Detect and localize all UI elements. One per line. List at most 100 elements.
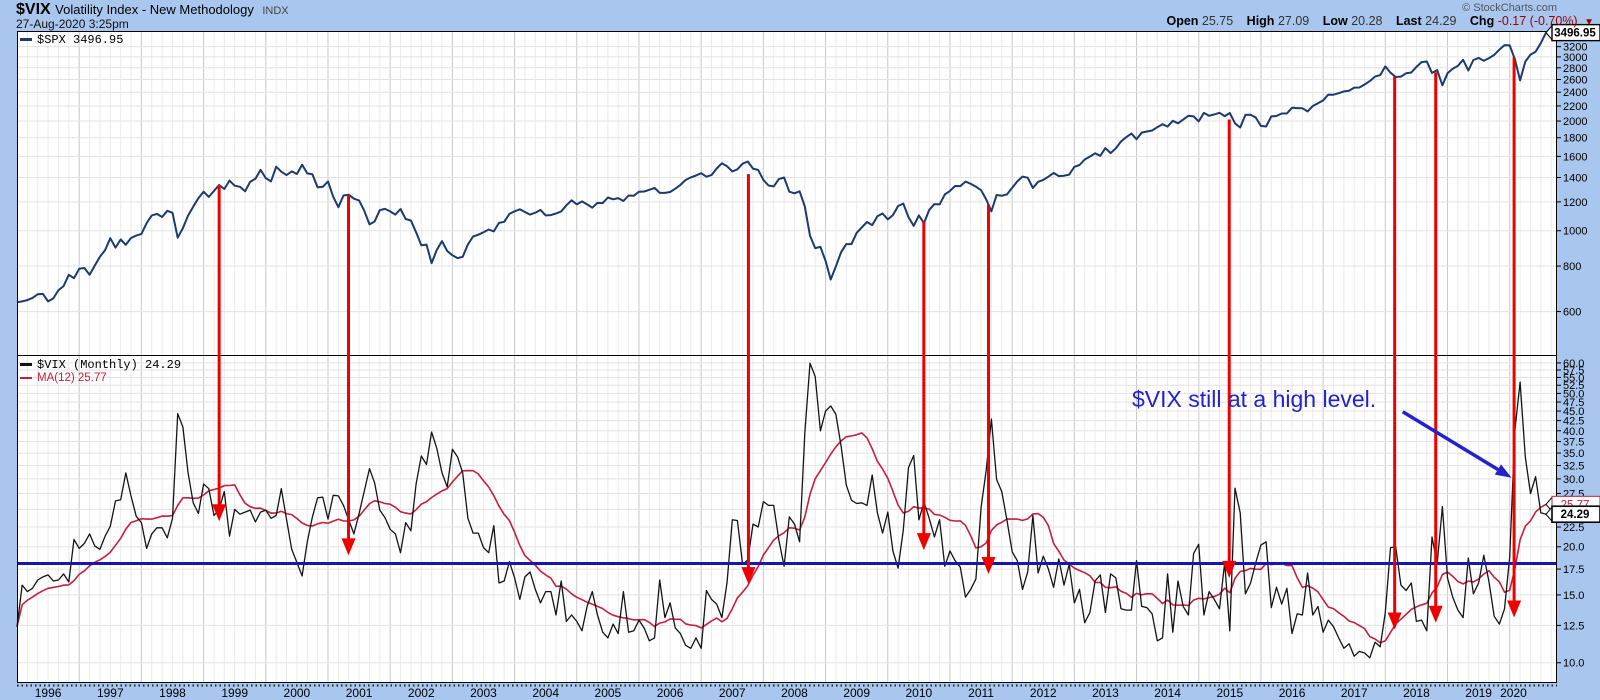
x-axis-year-label: 2011 xyxy=(968,686,994,700)
red-arrowhead xyxy=(341,538,356,556)
vix-axis-tick-label: 40.0 xyxy=(1563,426,1584,438)
vix-last-price-box: 24.29 xyxy=(1561,509,1590,521)
vix-axis-tick-label: 57.5 xyxy=(1563,365,1584,377)
symbol-label: $VIX xyxy=(16,1,51,18)
x-axis-year-label: 1996 xyxy=(35,686,62,700)
x-axis-year-label: 1999 xyxy=(221,686,248,700)
red-arrowhead xyxy=(1428,605,1443,623)
x-axis-year-label: 2001 xyxy=(346,686,373,700)
down-triangle-icon: ▼ xyxy=(1584,17,1594,28)
x-axis-year-label: 2020 xyxy=(1500,686,1527,700)
vix-axis-tick-label: 17.5 xyxy=(1563,564,1584,576)
vix-axis-tick-label: 50.0 xyxy=(1563,388,1584,400)
spx-legend-label: $SPX 3496.95 xyxy=(37,32,124,47)
vix-axis-tick-label: 15.0 xyxy=(1563,590,1584,602)
spx-line-swatch-icon xyxy=(20,38,32,41)
x-axis-year-label: 2015 xyxy=(1216,686,1243,700)
open-label: Open xyxy=(1166,14,1199,28)
vix-last-price-box-notch xyxy=(1545,506,1553,522)
annotation-arrowhead xyxy=(1494,464,1512,478)
vix-axis-tick-label: 60.0 xyxy=(1563,358,1584,370)
x-axis-year-label: 2019 xyxy=(1465,686,1492,700)
red-arrowhead xyxy=(1387,612,1402,630)
spx-axis-tick-label: 1400 xyxy=(1563,172,1587,184)
low-value: 20.28 xyxy=(1351,14,1383,28)
red-arrowhead xyxy=(741,567,756,585)
vix-axis-tick-label: 37.5 xyxy=(1563,437,1584,449)
x-axis-year-label: 1998 xyxy=(159,686,186,700)
x-axis-year-label: 2003 xyxy=(470,686,497,700)
red-arrowhead xyxy=(916,533,931,551)
spx-axis-tick-label: 2000 xyxy=(1563,116,1587,128)
last-value: 24.29 xyxy=(1425,14,1457,28)
spx-axis-tick-label: 600 xyxy=(1563,307,1581,319)
low-label: Low xyxy=(1322,14,1348,28)
x-axis-year-label: 2009 xyxy=(843,686,870,700)
last-label: Last xyxy=(1395,14,1422,28)
x-axis-year-label: 2007 xyxy=(719,686,746,700)
chart-title: $VIX Volatility Index - New Methodology … xyxy=(16,1,289,19)
ma-line-swatch-icon xyxy=(20,376,32,379)
x-axis-year-label: 2004 xyxy=(532,686,559,700)
vix-axis-tick-label: 10.0 xyxy=(1563,658,1584,670)
vix-legend-label: $VIX (Monthly) 24.29 xyxy=(37,357,182,372)
vix-ma12-line xyxy=(16,432,1547,644)
x-axis-year-label: 1997 xyxy=(97,686,124,700)
x-axis-year-label: 2012 xyxy=(1030,686,1057,700)
chg-label: Chg xyxy=(1469,14,1495,28)
spx-axis-tick-label: 1800 xyxy=(1563,133,1587,145)
vix-axis-tick-label: 47.5 xyxy=(1563,397,1584,409)
x-axis-year-label: 2005 xyxy=(595,686,622,700)
x-axis-year-label: 2010 xyxy=(906,686,933,700)
vix-line-swatch-icon xyxy=(20,363,32,366)
high-label: High xyxy=(1246,14,1275,28)
spx-axis-tick-label: 2200 xyxy=(1563,101,1587,113)
vix-legend: $VIX (Monthly) 24.29 xyxy=(20,357,182,372)
ma-legend: MA(12) 25.77 xyxy=(20,371,107,384)
vix-axis-tick-label: 22.5 xyxy=(1563,522,1584,534)
spx-axis-tick-label: 2800 xyxy=(1563,63,1587,75)
spx-axis-tick-label: 2600 xyxy=(1563,75,1587,87)
ma-legend-label: MA(12) 25.77 xyxy=(37,371,107,384)
high-value: 27.09 xyxy=(1277,14,1310,28)
x-axis-year-label: 2018 xyxy=(1403,686,1430,700)
exchange-label: INDX xyxy=(262,5,289,17)
red-arrowhead xyxy=(212,504,227,522)
vix-price-line xyxy=(16,362,1547,659)
x-axis-year-label: 2002 xyxy=(408,686,435,700)
chart-datetime: 27-Aug-2020 3:25pm xyxy=(16,17,129,31)
x-axis-year-label: 2016 xyxy=(1279,686,1306,700)
x-axis-year-label: 2013 xyxy=(1092,686,1119,700)
vix-last-price-box-box xyxy=(1551,505,1600,524)
vix-axis-tick-label: 35.0 xyxy=(1563,448,1584,460)
red-arrowhead xyxy=(1222,560,1237,578)
red-arrowhead xyxy=(1507,600,1522,618)
x-axis-year-label: 2017 xyxy=(1341,686,1368,700)
vix-axis-tick-label: 52.5 xyxy=(1563,380,1584,392)
spx-price-line xyxy=(16,32,1547,304)
x-axis-year-label: 2006 xyxy=(657,686,684,700)
spx-axis-tick-label: 3000 xyxy=(1563,52,1587,64)
x-axis-year-label: 2000 xyxy=(284,686,311,700)
annotation-text: $VIX still at a high level. xyxy=(1132,386,1377,412)
quote-strip: Open 25.75 High 27.09 Low 20.28 Last 24.… xyxy=(1156,14,1594,28)
plot-border xyxy=(17,31,1557,683)
x-axis-year-label: 2008 xyxy=(781,686,808,700)
spx-axis-tick-label: 1000 xyxy=(1563,226,1587,238)
vix-axis-tick-label: 30.0 xyxy=(1563,474,1584,486)
spx-axis-tick-label: 1600 xyxy=(1563,151,1587,163)
stockcharts-copyright-link[interactable]: © StockCharts.com xyxy=(1462,2,1557,14)
vix-axis-tick-label: 20.0 xyxy=(1563,542,1584,554)
symbol-name: Volatility Index - New Methodology xyxy=(55,2,254,17)
vix-axis-tick-label: 32.5 xyxy=(1563,461,1584,473)
red-arrowhead xyxy=(981,556,996,574)
spx-legend: $SPX 3496.95 xyxy=(20,32,124,47)
spx-last-price-box: 3496.95 xyxy=(1554,28,1596,40)
chg-value: -0.17 (-0.70%) xyxy=(1497,14,1578,28)
spx-axis-tick-label: 800 xyxy=(1563,261,1581,273)
spx-last-price-box-notch xyxy=(1545,25,1553,40)
open-value: 25.75 xyxy=(1201,14,1234,28)
annotation-arrow-shaft xyxy=(1401,410,1499,471)
